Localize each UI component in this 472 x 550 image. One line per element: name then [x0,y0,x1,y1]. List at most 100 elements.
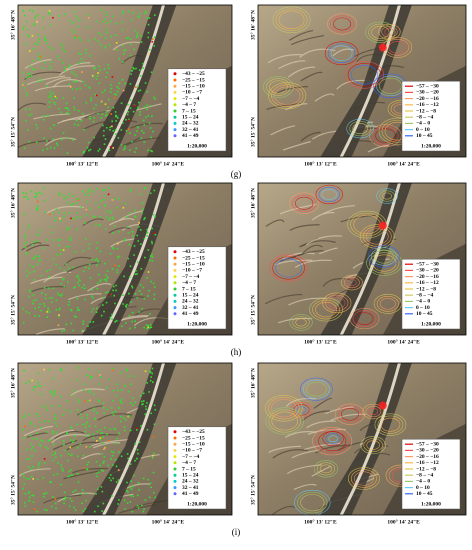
survey-point [23,483,26,485]
survey-point [74,251,77,253]
survey-point [47,12,50,14]
survey-point [127,375,129,377]
survey-point [25,382,27,385]
legend-label: −25 – −15 [182,255,205,261]
survey-point [149,192,152,195]
legend-label: 10 – 45 [416,133,433,139]
survey-point [52,212,55,214]
contour [382,192,392,200]
survey-point [24,492,27,495]
survey-point [150,136,153,139]
scale-label: 1:20,000 [187,501,207,507]
survey-point [148,496,151,499]
latitude-label: 35° 15′ 54″N [9,117,16,147]
survey-point [127,103,129,106]
survey-point [54,498,56,500]
survey-point [23,195,25,198]
survey-point [134,151,136,153]
survey-point [77,109,80,112]
contour [272,6,311,34]
survey-point [26,33,29,36]
contour [309,297,343,322]
survey-point [53,124,55,127]
survey-point [82,150,85,153]
survey-point [78,277,80,280]
survey-point [52,394,55,397]
survey-point [29,421,32,424]
survey-point [31,68,34,71]
survey-point [32,266,34,268]
survey-point [30,443,32,445]
survey-point [113,294,115,297]
survey-point [57,324,60,327]
survey-point [82,423,84,426]
longitude-label: 100° 13′ 12″E [304,518,337,525]
survey-point [149,371,152,374]
survey-point [152,130,154,133]
survey-point [88,389,91,392]
survey-point [105,11,107,13]
survey-point [61,293,63,296]
longitude-label: 100° 14′ 24″E [152,160,185,167]
survey-point [149,482,152,485]
survey-point [46,148,49,150]
survey-point [116,242,119,245]
survey-point [96,94,98,97]
survey-point [48,46,51,48]
survey-point [66,281,69,283]
legend-symbol [173,97,177,101]
legend-label: 41 – 49 [182,133,199,139]
survey-point [92,321,95,323]
survey-point [84,400,86,402]
survey-point [27,227,29,230]
survey-point [88,86,91,89]
survey-point [85,423,87,425]
survey-point [109,316,112,319]
ridge [84,110,107,119]
survey-point [50,225,53,228]
survey-point [103,205,106,207]
survey-point [105,76,108,78]
survey-point [99,69,101,72]
survey-point [30,74,33,77]
ridge [121,136,141,147]
survey-point [37,381,40,384]
survey-point [87,400,89,402]
survey-point [80,58,83,60]
survey-point [29,468,32,470]
survey-point [127,36,130,39]
survey-point [52,239,55,241]
survey-point [71,88,74,90]
survey-point [102,124,104,127]
contour [365,21,396,43]
survey-point [116,117,119,119]
survey-point [78,198,81,201]
survey-point [148,289,150,292]
survey-point [37,415,40,418]
survey-point [32,437,35,440]
survey-point [44,37,47,40]
survey-point [130,19,133,21]
survey-point [28,72,31,75]
survey-point [104,228,107,230]
survey-point [83,128,85,131]
survey-point [135,86,137,89]
survey-point [66,137,69,139]
ridge [57,118,82,125]
contour [372,126,399,145]
survey-point [73,218,76,220]
ridge [315,444,351,454]
legend-label: 0 – 10 [416,127,430,133]
survey-point [26,458,29,461]
survey-point [105,301,108,304]
survey-point [49,65,51,68]
survey-point [69,497,72,500]
survey-point [49,94,52,96]
ridge [118,504,155,514]
contour [376,296,399,312]
survey-point [28,458,31,460]
survey-point [137,240,139,242]
survey-point [32,494,35,497]
survey-point [74,509,77,511]
ridge [279,253,304,262]
